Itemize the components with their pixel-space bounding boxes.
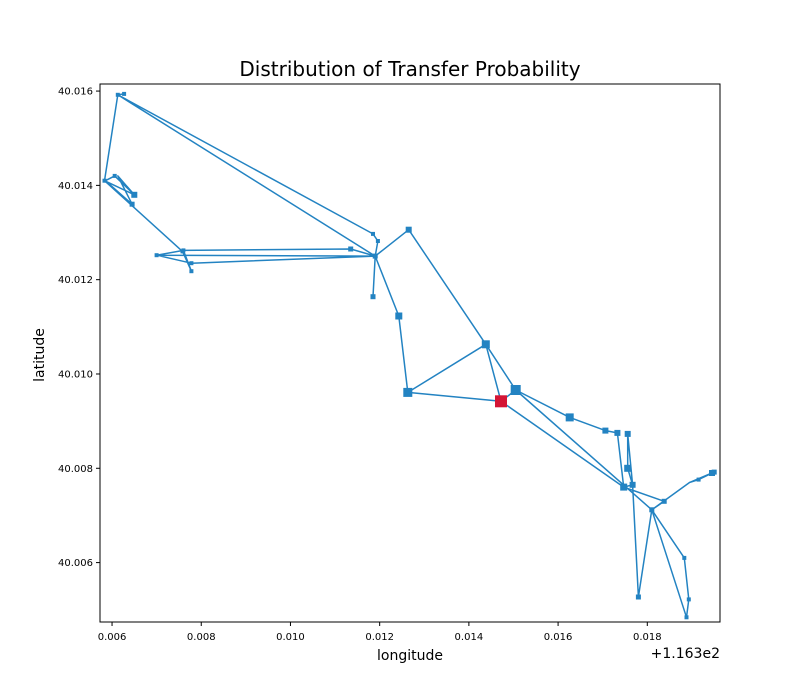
- location-marker-19: [403, 387, 413, 397]
- location-marker-6: [154, 253, 159, 258]
- x-axis-ticks: 0.006 0.008 0.010 0.012 0.014 0.016 0.018: [98, 622, 662, 643]
- y-tick-label: 40.010: [58, 369, 93, 380]
- location-marker-31: [682, 555, 687, 560]
- location-marker-12: [372, 253, 378, 259]
- location-marker-3: [112, 173, 117, 178]
- location-marker-23: [614, 429, 621, 436]
- location-marker-2: [102, 178, 107, 183]
- x-tick-label: 0.010: [276, 632, 305, 643]
- location-marker-32: [684, 615, 689, 620]
- x-tick-label: 0.012: [365, 632, 394, 643]
- y-axis-ticks: 40.006 40.008 40.010 40.012 40.014 40.016: [58, 87, 100, 569]
- location-marker-17: [395, 312, 403, 320]
- x-tick-label: 0.006: [98, 632, 127, 643]
- location-marker-28: [661, 498, 667, 504]
- location-marker-33: [686, 597, 691, 602]
- y-tick-label: 40.006: [58, 558, 93, 569]
- location-marker-20: [510, 385, 521, 395]
- location-marker-25: [624, 464, 632, 472]
- y-axis-label: latitude: [32, 328, 48, 382]
- location-marker-11: [348, 246, 354, 252]
- x-tick-label: 0.008: [187, 632, 216, 643]
- location-marker-10: [181, 248, 186, 253]
- location-marker-0: [122, 91, 127, 96]
- x-tick-label: 0.018: [633, 632, 662, 643]
- location-marker-30: [635, 594, 641, 600]
- location-marker-9: [189, 261, 194, 266]
- location-marker-14: [375, 239, 380, 243]
- route-path-layer: [103, 93, 715, 619]
- marker-layer: [102, 91, 717, 620]
- location-marker-1: [115, 92, 120, 97]
- location-marker-15: [371, 231, 375, 236]
- x-axis-label: longitude: [377, 648, 443, 664]
- y-tick-label: 40.008: [58, 464, 93, 475]
- location-marker-27: [620, 483, 628, 491]
- location-marker-22: [602, 427, 609, 434]
- y-tick-label: 40.012: [58, 275, 93, 286]
- x-tick-label: 0.014: [455, 632, 484, 643]
- location-marker-18: [481, 340, 490, 349]
- x-axis-offset-label: +1.163e2: [651, 646, 720, 662]
- plot-area-frame: [99, 83, 721, 623]
- highlight-layer: [495, 395, 507, 408]
- y-tick-label: 40.016: [58, 87, 93, 98]
- route-line: [103, 93, 715, 619]
- location-marker-34: [696, 477, 701, 482]
- y-tick-label: 40.014: [58, 181, 93, 192]
- location-marker-13: [370, 294, 376, 300]
- location-marker-29: [649, 507, 655, 513]
- location-marker-16: [405, 226, 412, 233]
- location-marker-8: [189, 269, 194, 274]
- location-marker-21: [565, 413, 574, 422]
- location-marker-36: [711, 469, 717, 475]
- location-marker-4: [131, 191, 138, 198]
- location-marker-5: [129, 201, 135, 207]
- chart-title: Distribution of Transfer Probability: [239, 57, 580, 81]
- location-marker-26: [629, 481, 636, 488]
- location-marker-24: [624, 430, 631, 437]
- highlight-marker: [495, 395, 507, 408]
- x-tick-label: 0.016: [544, 632, 573, 643]
